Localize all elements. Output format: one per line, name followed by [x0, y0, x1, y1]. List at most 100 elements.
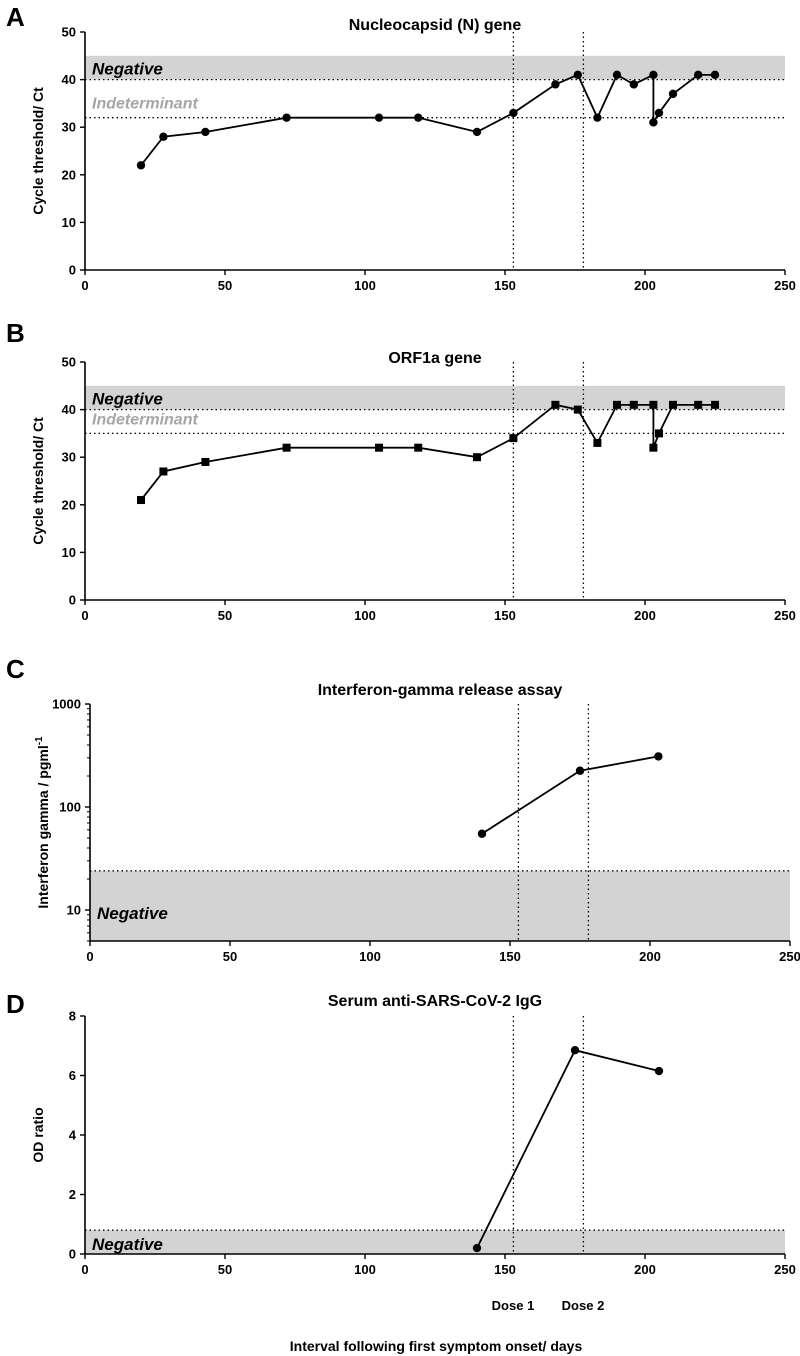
dose-1-label: Dose 1	[492, 1298, 535, 1313]
x-tick-label: 50	[218, 1262, 232, 1277]
x-tick-label: 250	[774, 1262, 796, 1277]
y-tick-label: 100	[59, 799, 81, 814]
x-tick-label: 50	[223, 949, 237, 964]
y-tick-label: 10	[67, 902, 81, 917]
y-axis-label-text: Cycle threshold/ Ct	[30, 87, 46, 215]
data-point	[137, 496, 145, 505]
x-tick-label: 50	[218, 278, 232, 293]
data-point	[593, 113, 602, 122]
y-tick-label: 20	[62, 497, 76, 512]
chart-title: ORF1a gene	[388, 350, 481, 367]
series-line	[140, 403, 715, 501]
data-point	[573, 70, 582, 80]
y-tick-label: 10	[62, 545, 76, 560]
data-point	[509, 108, 518, 118]
y-tick-label: 30	[62, 450, 76, 465]
y-tick-label: 50	[62, 25, 76, 40]
x-tick-label: 0	[81, 1262, 88, 1277]
series-line	[481, 755, 659, 835]
x-tick-label: 0	[81, 278, 88, 293]
negative-label: Negative	[92, 390, 163, 409]
chart-title: Serum anti-SARS-CoV-2 IgG	[328, 993, 542, 1010]
data-point	[201, 127, 210, 137]
negative-label: Negative	[92, 1235, 163, 1254]
data-point	[649, 400, 658, 409]
y-axis-label-text: Interferon gamma / pgml	[35, 745, 51, 908]
y-tick-label: 6	[69, 1068, 76, 1083]
x-tick-label: 0	[81, 608, 88, 623]
x-tick-label: 250	[774, 278, 796, 293]
data-point	[374, 113, 384, 122]
x-tick-label: 200	[634, 1262, 656, 1277]
data-point	[575, 766, 585, 775]
negative-label: Negative	[92, 60, 163, 79]
panel-d: Negative 0 50 100 150 200 250 0 2 4 6 8 D Serum anti-…	[6, 989, 796, 1277]
data-point	[282, 113, 291, 122]
data-point	[136, 161, 146, 170]
data-point	[649, 70, 658, 80]
x-tick-label: 100	[359, 949, 381, 964]
y-axis-label: Cycle threshold/ Ct	[30, 417, 46, 545]
y-tick-label: 30	[62, 120, 76, 135]
negative-band	[85, 385, 785, 410]
data-point	[282, 443, 291, 452]
y-tick-label: 2	[69, 1187, 76, 1202]
data-point	[711, 400, 719, 409]
y-axis-label: OD ratio	[30, 1107, 46, 1162]
data-point	[654, 108, 664, 118]
negative-label: Negative	[97, 904, 168, 923]
data-point	[593, 438, 602, 447]
data-point	[612, 70, 622, 80]
x-tick-label: 150	[494, 1262, 516, 1277]
data-point	[629, 80, 638, 89]
y-axis-label-sup: -1	[34, 736, 45, 745]
data-point	[694, 400, 703, 409]
x-tick-label: 250	[774, 608, 796, 623]
data-point	[649, 443, 658, 452]
indeterminant-label: Indeterminant	[92, 96, 198, 113]
negative-band	[85, 55, 785, 80]
x-tick-label: 0	[86, 949, 93, 964]
data-point	[477, 829, 487, 838]
y-tick-label: 10	[62, 215, 76, 230]
x-tick-label: 200	[634, 278, 656, 293]
y-axis-label: Cycle threshold/ Ct	[30, 87, 46, 215]
x-tick-label: 100	[354, 1262, 376, 1277]
panel-letter: D	[6, 989, 25, 1019]
y-tick-label: 4	[69, 1128, 77, 1143]
panel-letter: A	[6, 2, 25, 32]
chart-title: Interferon-gamma release assay	[318, 682, 563, 699]
data-point	[629, 400, 638, 409]
y-axis-label-text: OD ratio	[30, 1107, 46, 1162]
data-point	[159, 467, 168, 476]
y-tick-label: 20	[62, 167, 76, 182]
y-tick-label: 0	[69, 593, 76, 608]
series-line	[476, 1049, 660, 1249]
data-point	[201, 457, 210, 466]
x-tick-label: 150	[494, 278, 516, 293]
data-point	[509, 434, 518, 443]
panel-letter: B	[6, 318, 25, 348]
x-tick-label: 150	[494, 608, 516, 623]
data-point	[655, 429, 663, 438]
x-tick-label: 50	[218, 608, 232, 623]
y-tick-label: 40	[62, 402, 76, 417]
y-tick-label: 40	[62, 72, 76, 87]
data-point	[654, 752, 663, 761]
negative-band	[85, 1230, 785, 1254]
data-point	[654, 1066, 664, 1076]
data-point	[472, 1243, 482, 1253]
data-point	[668, 89, 678, 99]
dose-2-label: Dose 2	[562, 1298, 605, 1313]
indeterminant-label: Indeterminant	[92, 411, 198, 428]
y-axis-label: Interferon gamma / pgml-1	[34, 736, 51, 909]
data-point	[473, 453, 481, 462]
panel-b: Negative Indeterminant 0 50 100 150 200 250 0 10 2…	[6, 318, 796, 623]
y-tick-label: 0	[69, 1247, 76, 1262]
data-point	[613, 400, 621, 409]
data-point	[694, 70, 703, 80]
data-point	[551, 80, 560, 89]
x-tick-label: 250	[779, 949, 800, 964]
negative-band	[90, 870, 790, 941]
